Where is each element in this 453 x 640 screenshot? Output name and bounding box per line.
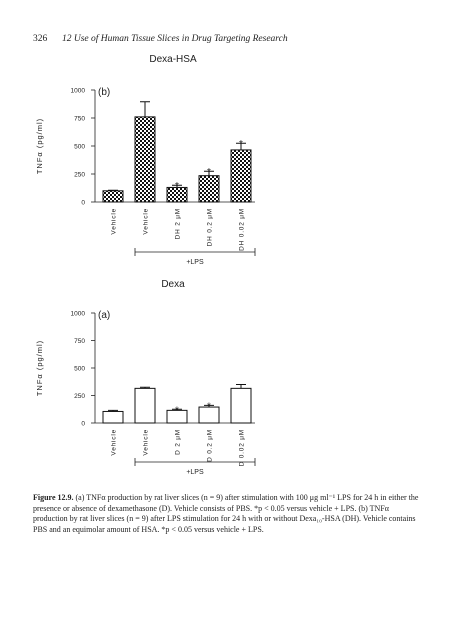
y-axis-label: TNFα (pg/ml) [35, 118, 44, 174]
group-bracket [134, 458, 256, 466]
y-tick-label: 750 [74, 338, 85, 345]
figure-caption: Figure 12.9. (a) TNFα production by rat … [33, 493, 421, 535]
significance-mark: * [175, 181, 179, 192]
bar [230, 149, 252, 203]
running-title: 12 Use of Human Tissue Slices in Drug Ta… [62, 33, 288, 44]
x-tick-label: Vehicle [143, 429, 150, 456]
y-tick-label: 500 [74, 366, 85, 373]
caption-text: (a) TNFα production by rat liver slices … [33, 493, 419, 534]
bar [198, 175, 220, 203]
error-bar [236, 384, 246, 389]
bar [166, 409, 188, 424]
bar [102, 190, 124, 203]
y-tick-label: 1000 [71, 88, 86, 95]
bar [134, 387, 156, 424]
y-tick-label: 250 [74, 172, 85, 179]
chart-dexa-hsa: Dexa-HSA (b) TNFα (pg/ml) 0 250 500 750 1000 Veh… [35, 54, 256, 266]
group-label: +LPS [186, 259, 204, 266]
x-tick-label: DH 0.02 μM [239, 208, 246, 251]
y-tick-label: 0 [81, 200, 85, 207]
error-bar [236, 142, 246, 150]
group-bracket [134, 248, 256, 256]
y-tick-label: 0 [81, 421, 85, 428]
y-tick-label: 750 [74, 116, 85, 123]
page-number: 326 [33, 34, 48, 44]
group-label: +LPS [186, 469, 204, 476]
chart-title: Dexa-HSA [149, 54, 197, 65]
y-tick-label: 250 [74, 393, 85, 400]
x-tick-label: D 0.2 μM [207, 429, 214, 462]
bar [198, 406, 220, 424]
x-tick-label: Vehicle [111, 208, 118, 235]
panel-label: (a) [98, 310, 110, 321]
x-tick-label: D 0.02 μM [239, 429, 246, 466]
x-tick-label: Vehicle [143, 208, 150, 235]
significance-mark: * [207, 401, 211, 412]
bar [230, 387, 252, 424]
significance-mark: * [175, 405, 179, 416]
caption-label: Figure 12.9. [33, 493, 74, 502]
bar [102, 410, 124, 424]
error-bar [204, 170, 214, 176]
bar [166, 186, 188, 203]
x-tick-label: D 2 μM [175, 429, 182, 455]
error-bar [140, 101, 150, 117]
significance-mark: * [239, 139, 243, 150]
x-tick-label: DH 0.2 μM [207, 208, 214, 246]
bar [134, 116, 156, 203]
panel-label: (b) [98, 87, 110, 98]
y-tick-label: 1000 [71, 311, 86, 318]
y-tick-label: 500 [74, 144, 85, 151]
x-tick-label: DH 2 μM [175, 208, 182, 239]
y-axis-label: TNFα (pg/ml) [35, 340, 44, 396]
chart-dexa: Dexa (a) TNFα (pg/ml) 0 250 500 750 1000 Vehicle… [35, 279, 256, 476]
significance-mark: * [207, 167, 211, 178]
x-tick-label: Vehicle [111, 429, 118, 456]
chart-title: Dexa [161, 279, 185, 290]
